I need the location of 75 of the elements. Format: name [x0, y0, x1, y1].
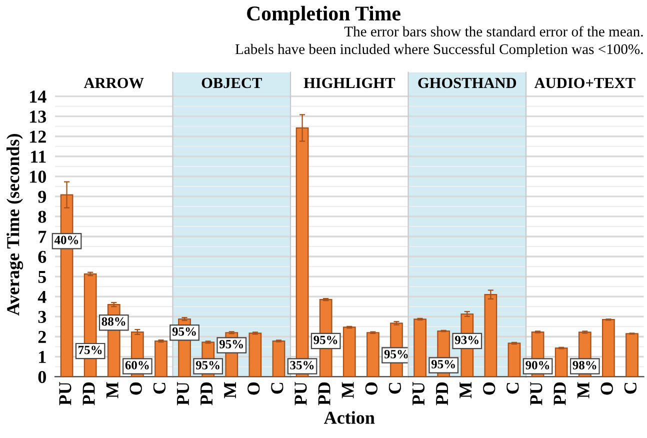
y-tick-label: 12 [30, 130, 46, 143]
y-axis-title: Average Time (seconds) [6, 134, 24, 316]
y-tick-label: 14 [30, 90, 46, 103]
y-tick-label: 0 [38, 370, 46, 384]
annotation: 95% [314, 336, 338, 344]
text: Completion Time [247, 6, 400, 25]
annotation: 35% [290, 360, 314, 370]
x-tick-label: M [460, 382, 472, 398]
y-tick-label: 5 [38, 270, 46, 283]
bar [484, 294, 498, 377]
x-tick-label: C [506, 382, 519, 394]
x-tick-label: PD [82, 382, 95, 406]
annotation: 98% [572, 360, 596, 370]
y-tick-label: 8 [38, 210, 46, 223]
x-tick-label: PU [412, 382, 425, 406]
chart-title: HIGHLIGHT [304, 78, 395, 88]
x-tick-label: O [600, 382, 613, 395]
bar [602, 319, 615, 377]
annotation: 60% [125, 360, 149, 370]
bar [508, 342, 521, 377]
x-tick-label: C [271, 382, 284, 394]
y-tick-label: 7 [38, 230, 46, 243]
y-tick-label: 4 [38, 290, 46, 303]
x-tick-label: O [248, 382, 260, 395]
annotation: 95% [431, 360, 455, 368]
annotation: 93% [454, 336, 478, 344]
bar [248, 332, 262, 377]
y-tick-label: 2 [38, 330, 46, 343]
text: Labels have been included where Successful Completion was <100%. [235, 44, 643, 58]
annotation: 95% [172, 327, 196, 336]
x-axis-title: Action [324, 411, 375, 424]
bar [414, 318, 426, 377]
x-tick-label: O [130, 382, 142, 395]
x-tick-label: M [342, 382, 354, 398]
x-tick-label: PU [59, 382, 72, 406]
chart-title: AUDIO+TEXT [534, 78, 636, 88]
x-tick-label: M [224, 382, 236, 398]
annotation: 88% [102, 317, 126, 326]
x-tick-label: PD [554, 382, 566, 406]
annotation: 95% [384, 350, 408, 358]
x-tick-label: PD [200, 382, 212, 406]
x-tick-label: PU [177, 382, 190, 406]
x-tick-label: M [577, 382, 590, 398]
x-tick-label: C [624, 382, 637, 394]
y-tick-label: 10 [30, 170, 46, 183]
x-tick-label: PD [436, 382, 448, 406]
bar [342, 326, 356, 377]
bar [626, 333, 638, 377]
x-tick-label: O [365, 382, 378, 395]
chart-title: ARROW [84, 78, 144, 88]
annotation: 95% [196, 360, 220, 370]
x-tick-label: PU [530, 382, 542, 406]
x-tick-label: PD [318, 382, 330, 406]
y-tick-label: 11 [31, 150, 46, 163]
x-tick-label: O [483, 382, 496, 395]
bar [366, 332, 380, 377]
x-tick-label: PU [294, 382, 307, 406]
y-tick-label: 1 [39, 351, 46, 363]
chart-title: GHOSTHAND [418, 78, 516, 88]
y-tick-label: 3 [38, 310, 46, 324]
text: The error bars show the standard error of the mean. [344, 26, 643, 37]
bar [554, 347, 568, 377]
y-tick-label: 13 [30, 110, 46, 123]
chart-title: OBJECT [202, 78, 262, 88]
x-tick-label: C [153, 382, 166, 394]
annotation: 90% [526, 360, 550, 370]
bar [154, 340, 168, 377]
y-tick-label: 6 [38, 250, 46, 263]
x-tick-label: M [106, 382, 118, 398]
annotation: 95% [219, 340, 243, 348]
annotation: 40% [54, 236, 78, 244]
bar [272, 340, 286, 377]
annotation: 75% [78, 346, 102, 354]
x-tick-label: C [388, 382, 401, 394]
y-tick-label: 9 [38, 190, 46, 203]
